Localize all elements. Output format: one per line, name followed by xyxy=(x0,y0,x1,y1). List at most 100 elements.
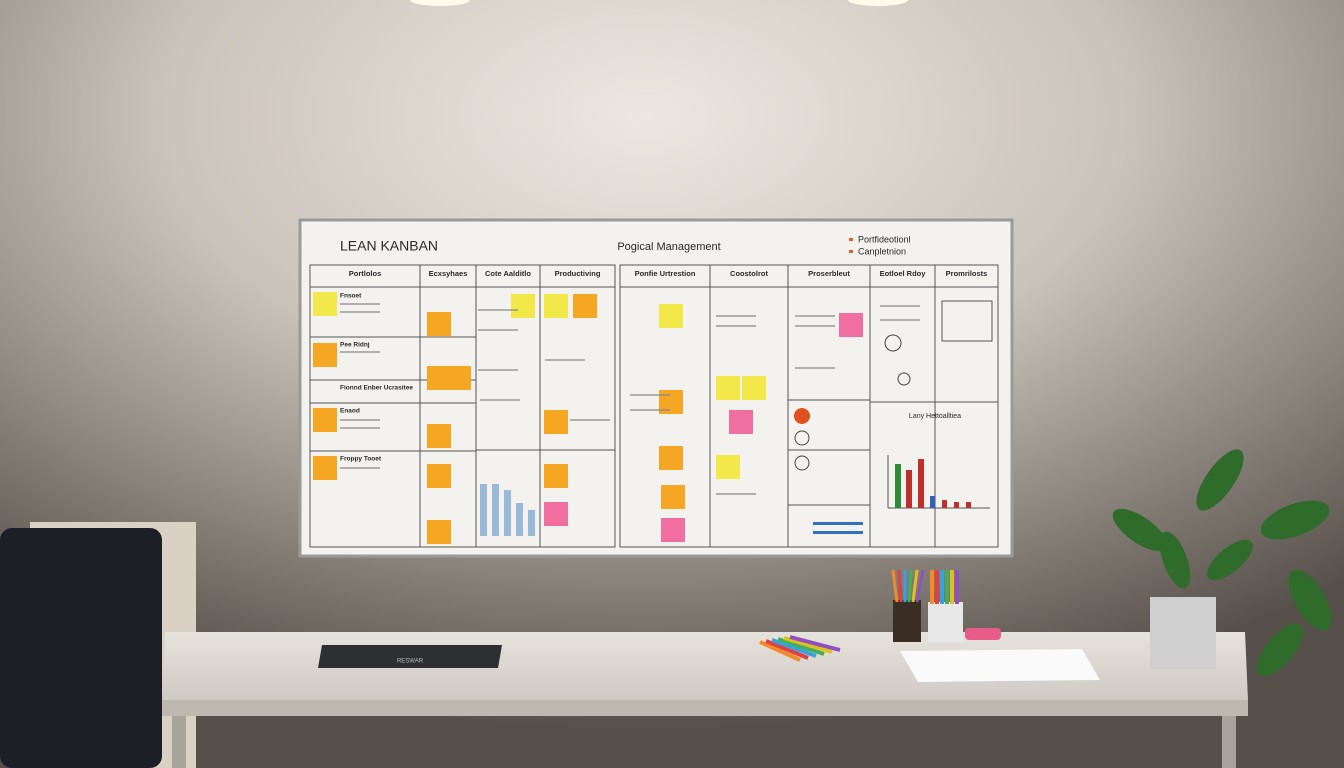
pencil xyxy=(915,569,925,603)
paper xyxy=(900,649,1100,682)
chart-title: Lany Hettoalltiea xyxy=(909,413,961,420)
pencil xyxy=(897,569,903,603)
diagram-node xyxy=(897,372,911,386)
icon xyxy=(794,455,810,471)
leaf xyxy=(1256,623,1304,677)
board-subtitle: Pogical Management xyxy=(617,241,720,253)
column-header: Ecxsyhaes xyxy=(429,269,468,278)
sticky-note xyxy=(427,520,451,544)
plant-pot xyxy=(1150,597,1216,669)
book xyxy=(318,645,502,668)
chart-bar xyxy=(504,490,511,536)
sticky-note xyxy=(729,410,753,434)
marker xyxy=(783,636,833,654)
column-header: Ponfie Urtrestion xyxy=(635,269,696,278)
diagram-node xyxy=(884,334,902,352)
plant xyxy=(1112,449,1332,677)
chart-bar xyxy=(918,459,924,508)
eraser xyxy=(965,628,1001,640)
sticky-note xyxy=(313,456,337,480)
row-label: Fionnd Enber Ucrasitee xyxy=(340,385,413,392)
sticky-note xyxy=(427,312,451,336)
leaf xyxy=(1112,508,1168,552)
leaf xyxy=(1159,531,1191,589)
column-header: Coostolrot xyxy=(730,269,768,278)
chart-bar xyxy=(930,496,935,508)
row-label: Pee Ridnj xyxy=(340,342,370,349)
progress-bar xyxy=(813,531,863,534)
chart-bar xyxy=(480,484,487,536)
right-panel xyxy=(619,264,999,548)
desk-edge xyxy=(162,700,1248,716)
sticky-note xyxy=(839,313,863,337)
chart-bar xyxy=(516,503,523,536)
lamp xyxy=(848,0,908,6)
chart-bar xyxy=(895,464,901,508)
book-label: RESWAR xyxy=(397,659,424,665)
sticky-note xyxy=(659,304,683,328)
sticky-note xyxy=(661,518,685,542)
chart-bar xyxy=(954,502,959,508)
marker xyxy=(771,638,817,658)
leaf xyxy=(1288,569,1332,631)
column-header: Cote Aalditlo xyxy=(485,269,531,278)
sticky-note xyxy=(742,376,766,400)
desk-leg xyxy=(1222,716,1236,768)
icon xyxy=(794,430,810,446)
board-title: LEAN KANBAN xyxy=(340,238,438,254)
column-header: Portlolos xyxy=(349,269,382,278)
sticky-note xyxy=(544,410,568,434)
sticky-note xyxy=(313,292,337,316)
desk-leg xyxy=(172,716,186,768)
sticky-note xyxy=(544,502,568,526)
sticky-note xyxy=(661,485,685,509)
legend-dot xyxy=(849,238,853,241)
row-label: Froppy Tooet xyxy=(340,456,382,463)
sticky-note xyxy=(447,366,471,390)
column-header: Eotloel Rdoy xyxy=(880,269,927,278)
leaf xyxy=(1196,449,1244,511)
leaf xyxy=(1260,500,1330,540)
marker xyxy=(789,635,841,652)
chart-bar xyxy=(492,484,499,536)
chart-bar xyxy=(966,502,971,508)
sticky-note xyxy=(716,455,740,479)
column-header: Proserbleut xyxy=(808,269,850,278)
pencil xyxy=(891,569,899,603)
sticky-note xyxy=(313,408,337,432)
sticky-note xyxy=(427,464,451,488)
chair xyxy=(0,528,162,768)
chart-bar xyxy=(906,470,912,508)
leaf xyxy=(1207,539,1253,581)
legend-item: Portfideotionl xyxy=(858,234,911,244)
sticky-note xyxy=(313,343,337,367)
progress-bar xyxy=(813,522,863,525)
lamp xyxy=(410,0,470,6)
legend-item: Canpletnion xyxy=(858,246,906,256)
marker xyxy=(759,640,801,662)
sticky-note xyxy=(659,446,683,470)
sticky-note xyxy=(544,464,568,488)
column-header: Promrilosts xyxy=(946,269,988,278)
marker xyxy=(777,637,825,656)
row-label: Fnsoet xyxy=(340,293,362,300)
legend-dot xyxy=(849,250,853,253)
diagram-box xyxy=(941,300,993,342)
sticky-note xyxy=(427,424,451,448)
column-header: Productiving xyxy=(555,269,601,278)
mini-chart xyxy=(480,300,993,536)
board-grid: Portlolos Ecxsyhaes Cote Aalditlo Productiv… xyxy=(309,264,999,548)
chart-bar xyxy=(942,500,947,508)
sticky-note xyxy=(544,294,568,318)
icon xyxy=(794,408,810,424)
sticky-note xyxy=(573,294,597,318)
pencil-cup xyxy=(928,602,963,642)
sticky-note xyxy=(716,376,740,400)
left-panel xyxy=(309,264,616,548)
marker xyxy=(765,639,809,660)
sticky-note xyxy=(511,294,535,318)
chart-bar xyxy=(528,510,535,536)
pencil-cup xyxy=(893,600,921,642)
whiteboard xyxy=(298,218,1014,558)
